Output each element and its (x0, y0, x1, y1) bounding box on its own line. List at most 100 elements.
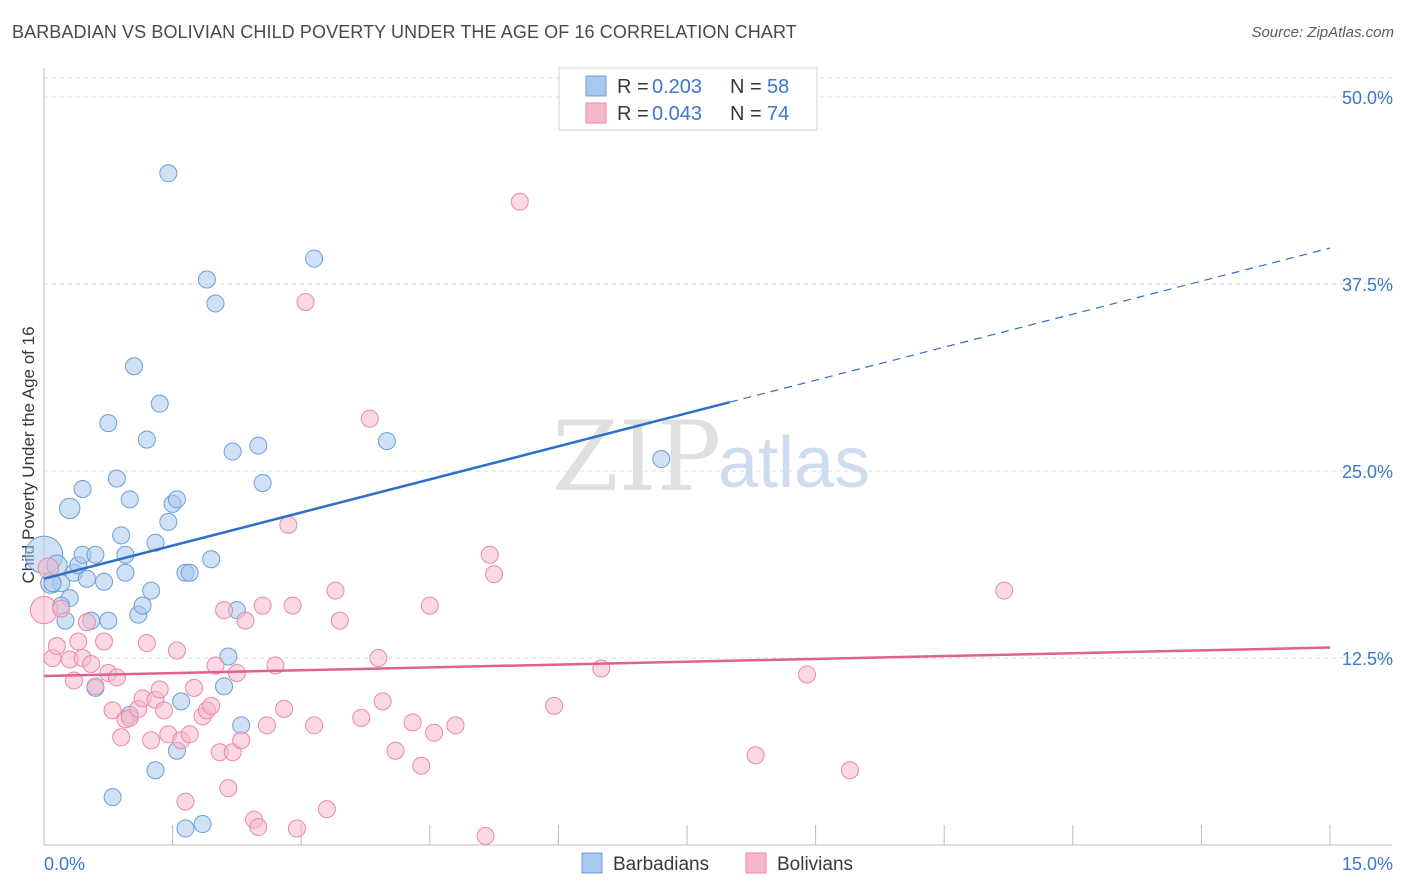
bolivian-point (425, 723, 444, 742)
barbadian-point (223, 442, 242, 461)
barbadian-point (59, 497, 81, 520)
barbadian-point (99, 414, 118, 433)
x-tick-label: 0.0% (44, 854, 85, 874)
bolivian-point (77, 613, 96, 632)
bolivian-point (86, 677, 105, 696)
bolivian-point (155, 701, 174, 720)
bolivian-point (107, 668, 126, 687)
watermark-zip: ZIP (552, 401, 721, 513)
bolivian-point (840, 761, 859, 780)
barbadian-point (249, 436, 268, 455)
barbadian-point (112, 526, 131, 545)
scatter-points (24, 164, 1014, 846)
bolivian-point (369, 649, 388, 667)
barbadian-point (116, 563, 135, 582)
bolivians-trend-line (43, 646, 1331, 678)
bolivian-point (112, 728, 131, 747)
trend-lines (43, 247, 1331, 678)
y-tick-label: 12.5% (1342, 649, 1393, 669)
bolivian-point (305, 716, 324, 735)
bolivian-point (167, 641, 186, 660)
barbadian-point (150, 394, 169, 413)
barbadian-point (305, 249, 324, 268)
bolivian-point (545, 696, 564, 715)
barbadian-point (137, 430, 156, 449)
legend-swatch-bolivians (585, 102, 607, 124)
barbadian-point (73, 479, 92, 498)
legend-r-label-2: R = (617, 103, 649, 125)
y-tick-label: 50.0% (1342, 88, 1393, 108)
barbadian-point (176, 819, 195, 838)
legend-swatch-barbadians (585, 75, 607, 97)
barbadian-point (167, 490, 186, 509)
bolivian-point (279, 515, 298, 534)
barbadians-trend-line (43, 400, 731, 580)
y-axis-title: Child Poverty Under the Age of 16 (19, 326, 38, 583)
barbadian-point (253, 473, 272, 492)
barbadian-point (197, 270, 216, 289)
chart-title: BARBADIAN VS BOLIVIAN CHILD POVERTY UNDE… (12, 22, 797, 42)
barbadian-point (193, 815, 212, 834)
bolivian-point (746, 746, 765, 765)
bolivian-point (480, 545, 499, 564)
legend-r-value-2: 0.043 (652, 103, 702, 125)
bolivian-point (69, 632, 88, 651)
bolivian-point (206, 656, 225, 675)
barbadian-point (146, 761, 165, 780)
bolivian-point (330, 611, 349, 630)
bolivian-point (257, 716, 276, 735)
bolivian-point (215, 601, 234, 620)
top-legend: R = 0.203 N = 58 R = 0.043 N = 74 (558, 67, 818, 131)
barbadian-point (215, 677, 234, 696)
barbadian-point (103, 788, 122, 807)
bolivian-point (95, 632, 114, 651)
barbadian-point (86, 545, 105, 564)
bolivian-point (412, 756, 431, 775)
x-tick-label: 15.0% (1342, 854, 1393, 874)
bolivian-point (476, 827, 495, 846)
bolivian-point (287, 819, 306, 838)
bolivian-point (236, 611, 255, 630)
bolivian-point (373, 692, 392, 711)
bolivian-point (317, 800, 336, 819)
barbadian-point (116, 545, 135, 564)
bolivian-point (403, 713, 422, 732)
barbadian-point (95, 572, 114, 591)
source-label: Source: ZipAtlas.com (1251, 24, 1394, 41)
bottom-legend-label-bolivians: Bolivians (777, 854, 853, 875)
bottom-legend-swatch-bolivians (745, 852, 767, 874)
y-tick-label: 37.5% (1342, 275, 1393, 295)
legend-r-value-1: 0.203 (652, 76, 702, 98)
bolivian-point (176, 792, 195, 811)
barbadians-trend-extension (729, 247, 1331, 403)
bolivian-point (180, 725, 199, 744)
bolivian-point (446, 716, 465, 735)
barbadian-point (125, 357, 144, 376)
barbadian-point (202, 550, 221, 569)
bolivian-point (360, 409, 379, 428)
barbadian-point (159, 512, 178, 531)
bolivian-point (52, 599, 71, 618)
barbadian-point (652, 450, 671, 469)
legend-n-label-1: N = (730, 76, 762, 98)
watermark-atlas: atlas (718, 423, 870, 503)
gridlines (44, 77, 1392, 659)
tick-labels: 12.5% 25.0% 37.5% 50.0% 0.0% 15.0% (44, 88, 1393, 874)
bolivian-point (352, 708, 371, 727)
barbadian-point (219, 647, 238, 666)
bolivian-point (253, 596, 272, 615)
barbadian-point (159, 164, 178, 183)
bolivian-point (82, 654, 101, 673)
bolivian-point (283, 596, 302, 615)
barbadian-point (133, 596, 152, 615)
bolivian-point (232, 731, 251, 750)
bottom-legend: Barbadians Bolivians (581, 852, 853, 875)
bolivian-point (485, 565, 504, 584)
barbadian-point (120, 490, 139, 509)
bottom-legend-swatch-barbadians (581, 852, 603, 874)
bolivian-point (510, 192, 529, 211)
barbadian-point (142, 581, 161, 600)
legend-r-label-1: R = (617, 76, 649, 98)
bolivian-point (202, 696, 221, 715)
